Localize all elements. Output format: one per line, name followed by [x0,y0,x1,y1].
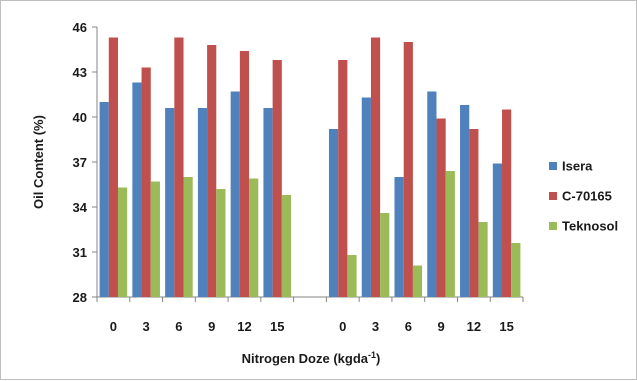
bar-c-70165 [141,67,151,297]
bar-isera [263,108,273,297]
y-tick-label: 28 [73,290,87,305]
bar-isera [99,102,109,297]
x-tick-label: 6 [175,319,182,334]
x-tick-label: 0 [110,319,117,334]
x-tick-labels: 0 3 6 9 12 15 0 3 6 9 12 15 [110,319,514,334]
x-axis-title-main: Nitrogen Doze (kgda [242,351,369,366]
x-tick-label: 15 [270,319,284,334]
x-tick-label: 15 [499,319,513,334]
x-tick-label: 9 [208,319,215,334]
legend-swatch [549,162,557,170]
bar-c-70165 [436,118,446,297]
bar-isera [492,163,503,297]
legend: Isera C-70165 Teknosol [549,159,618,234]
bar-c-70165 [272,60,282,297]
bar-c-70165 [108,37,118,297]
bar-teknosol [347,255,357,297]
x-axis-title-suffix: ) [376,351,380,366]
y-tick-label: 31 [73,245,87,260]
bar-teknosol [478,222,488,297]
x-tick-label: 12 [237,319,251,334]
bar-teknosol [412,265,423,297]
bar-c-70165 [502,109,512,297]
bar-teknosol [445,171,455,297]
x-tick-label: 3 [143,319,150,334]
x-axis-title-sup: -1 [368,350,376,360]
y-tick-label: 43 [73,65,87,80]
legend-label: Teknosol [562,219,618,234]
bar-teknosol [249,178,259,297]
legend-label: C-70165 [562,189,612,204]
bar-isera [460,105,470,297]
y-axis-title: Oil Content (%) [31,115,46,209]
bar-c-70165 [174,37,184,297]
bar-isera [165,108,175,297]
x-tick-label: 0 [339,319,346,334]
bar-isera [394,177,404,297]
bar-isera [197,108,208,297]
bar-c-70165 [338,60,348,297]
bar-teknosol [216,189,226,297]
bar-teknosol [117,187,128,297]
x-axis-title: Nitrogen Doze (kgda-1) [242,350,381,366]
bar-teknosol [281,195,292,297]
x-tick-label: 3 [372,319,379,334]
legend-label: Isera [562,159,593,174]
bar-c-70165 [207,45,217,297]
bar-teknosol [150,181,160,297]
x-tick-label: 12 [467,319,481,334]
bar-teknosol [183,177,193,297]
bar-teknosol [511,243,521,297]
bar-isera [132,82,142,297]
x-tick-label: 6 [405,319,412,334]
bars [99,37,521,297]
y-tick-label: 46 [73,20,87,35]
y-tick-labels: 28 31 34 37 40 43 46 [73,20,88,305]
bar-isera [427,91,437,297]
y-tick-label: 34 [73,200,88,215]
y-tick-label: 37 [73,155,87,170]
bar-isera [361,97,371,297]
legend-swatch [549,192,557,200]
bar-c-70165 [239,51,250,297]
bar-isera [230,91,240,297]
x-tick-label: 9 [437,319,444,334]
bar-teknosol [380,213,390,297]
legend-swatch [549,222,557,230]
y-tick-label: 40 [73,110,87,125]
bar-c-70165 [370,37,381,297]
bar-c-70165 [469,129,479,297]
bar-c-70165 [403,42,413,297]
bar-isera [328,129,339,297]
